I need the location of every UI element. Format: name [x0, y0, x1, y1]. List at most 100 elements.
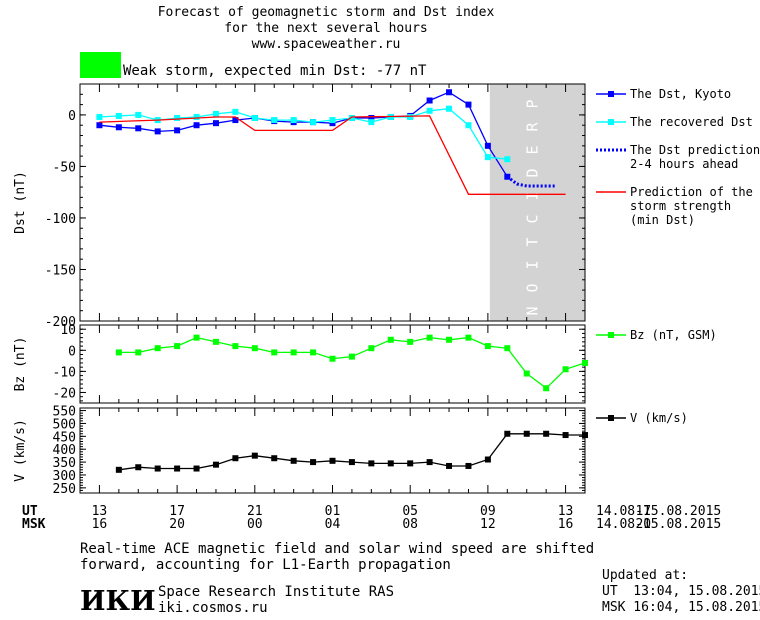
data-point [290, 349, 297, 356]
data-point [232, 343, 239, 350]
y-axis-label: Bz (nT) [13, 337, 28, 392]
data-point [174, 343, 181, 350]
legend-label: 2-4 hours ahead [630, 157, 738, 171]
data-point [212, 120, 219, 127]
y-tick-label: 500 [53, 417, 76, 432]
footer-note-line2: forward, accounting for L1-Earth propaga… [80, 557, 451, 573]
iki-logo: ИКИ [80, 586, 156, 617]
y-axis-label: V (km/s) [13, 419, 28, 482]
y-tick-label: 450 [53, 430, 76, 445]
storm-level-swatch [80, 52, 121, 78]
y-tick-label: 0 [68, 344, 76, 359]
y-tick-label: 350 [53, 456, 76, 471]
msk-tick-label: 08 [402, 517, 418, 532]
ut-axis-label: UT [22, 504, 38, 519]
msk-tick-label: 04 [325, 517, 341, 532]
data-point [407, 113, 414, 120]
data-point [484, 154, 491, 161]
y-tick-label: 10 [60, 323, 76, 338]
data-point [484, 142, 491, 149]
prediction-band-letter: N [523, 306, 541, 315]
data-point [96, 122, 103, 129]
data-point [115, 349, 122, 356]
y-tick-label: 250 [53, 482, 76, 497]
ut-tick-label: 05 [402, 504, 418, 519]
panel-frame [79, 324, 586, 404]
data-point [387, 460, 394, 467]
prediction-band [489, 84, 585, 321]
data-point [523, 430, 530, 437]
ut-tick-label: 01 [325, 504, 341, 519]
data-point [329, 457, 336, 464]
data-point [251, 345, 258, 352]
data-point [446, 105, 453, 112]
chart-title-line1: Forecast of geomagnetic storm and Dst in… [157, 5, 495, 20]
data-point [484, 343, 491, 350]
series-line-0-0 [99, 91, 508, 178]
prediction-band-letter: O [523, 283, 541, 292]
legend-marker [608, 332, 614, 338]
data-point [135, 125, 142, 132]
prediction-band-letter: P [523, 99, 541, 108]
y-tick-label: -50 [53, 160, 76, 175]
data-point [543, 430, 550, 437]
storm-label: Weak storm, expected min Dst: -77 nT [123, 63, 427, 79]
y-tick-label: -10 [53, 365, 76, 380]
institute-site-link[interactable]: iki.cosmos.ru [158, 600, 268, 616]
data-point [387, 336, 394, 343]
data-point [426, 459, 433, 466]
data-point [310, 459, 317, 466]
data-point [290, 457, 297, 464]
legend-label: Bz (nT, GSM) [630, 328, 717, 342]
data-point [154, 465, 161, 472]
ut-date-range: 14.08-15.08.2015 [596, 504, 721, 519]
prediction-band-letter: D [523, 168, 541, 177]
ut-tick-label: 17 [169, 504, 185, 519]
data-point [446, 336, 453, 343]
data-point [368, 119, 375, 126]
data-point [348, 115, 355, 122]
data-point [251, 452, 258, 459]
data-point [465, 334, 472, 341]
data-point [251, 115, 258, 122]
data-point [329, 117, 336, 124]
data-point [135, 111, 142, 118]
data-point [426, 97, 433, 104]
y-tick-label: 550 [53, 405, 76, 420]
data-point [232, 108, 239, 115]
y-tick-label: -150 [45, 263, 76, 278]
y-tick-label: -100 [45, 212, 76, 227]
ut-tick-label: 13 [92, 504, 108, 519]
data-point [193, 334, 200, 341]
prediction-band-letter: E [523, 145, 541, 154]
data-point [426, 334, 433, 341]
series-line-0-3 [99, 115, 566, 195]
msk-axis-label: MSK [22, 517, 46, 532]
footer-note-line1: Real-time ACE magnetic field and solar w… [80, 541, 595, 557]
msk-tick-label: 12 [480, 517, 496, 532]
data-point [174, 115, 181, 122]
y-tick-label: 0 [68, 109, 76, 124]
data-point [232, 455, 239, 462]
prediction-band-letter: R [523, 122, 541, 132]
data-point [465, 122, 472, 129]
chart-title-line2: for the next several hours [224, 21, 428, 36]
legend-label: (min Dst) [630, 213, 695, 227]
series-line-1-0 [118, 336, 586, 390]
y-axis-label: Dst (nT) [13, 171, 28, 234]
legend-label: The recovered Dst [630, 115, 753, 129]
updated-label: Updated at: [602, 568, 689, 583]
data-point [582, 432, 588, 439]
legend-marker [608, 119, 614, 125]
data-point [193, 465, 200, 472]
legend-label: The Dst, Kyoto [630, 87, 731, 101]
legend-label: Prediction of the [630, 185, 753, 199]
data-point [426, 107, 433, 114]
data-point [368, 345, 375, 352]
data-point [562, 366, 569, 373]
data-point [193, 113, 200, 120]
ut-tick-label: 21 [247, 504, 263, 519]
panel-frame [79, 407, 586, 494]
data-point [407, 460, 414, 467]
msk-tick-label: 16 [558, 517, 574, 532]
